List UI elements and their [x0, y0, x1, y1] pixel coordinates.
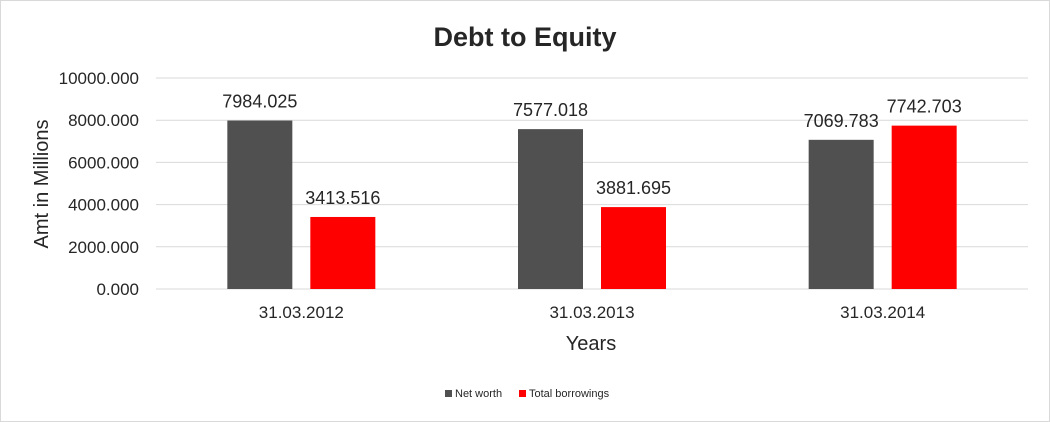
x-category-label: 31.03.2014	[840, 303, 925, 322]
legend: Net worth Total borrowings	[445, 388, 610, 400]
bar-total-borrowings	[891, 125, 957, 289]
data-label: 3413.516	[305, 188, 380, 208]
y-tick-label: 8000.000	[68, 111, 139, 130]
chart-title: Debt to Equity	[434, 22, 617, 52]
gridlines	[156, 77, 1028, 290]
legend-swatch	[519, 390, 526, 397]
data-label: 7984.025	[222, 92, 297, 112]
bar-net-worth	[518, 129, 583, 289]
x-axis-title: Years	[566, 333, 616, 355]
bar-net-worth	[227, 120, 293, 289]
y-tick-label: 2000.000	[68, 238, 139, 257]
data-label: 3881.695	[596, 178, 671, 198]
bar-net-worth	[808, 139, 874, 289]
y-tick-labels: 0.000 2000.000 4000.000 6000.000 8000.000 100…	[59, 69, 139, 299]
x-category-labels: 31.03.2012 31.03.2013 31.03.2014	[259, 303, 925, 322]
x-category-label: 31.03.2012	[259, 303, 344, 322]
y-axis-title: Amt in Millions	[31, 120, 53, 249]
legend-label: Net worth	[455, 388, 502, 400]
y-tick-label: 6000.000	[68, 153, 139, 172]
data-label: 7577.018	[513, 100, 588, 120]
data-labels: 7984.025 3413.516 7577.018 3881.695 7069.783…	[222, 92, 961, 208]
bar-total-borrowings	[310, 216, 376, 289]
y-tick-label: 4000.000	[68, 196, 139, 215]
bar-total-borrowings	[601, 207, 666, 289]
x-category-label: 31.03.2013	[549, 303, 634, 322]
data-label: 7069.783	[804, 111, 879, 131]
legend-swatch	[445, 390, 452, 397]
legend-label: Total borrowings	[529, 388, 610, 400]
y-tick-label: 0.000	[96, 280, 139, 299]
y-tick-label: 10000.000	[59, 69, 139, 88]
bars	[227, 120, 957, 289]
data-label: 7742.703	[887, 97, 962, 117]
